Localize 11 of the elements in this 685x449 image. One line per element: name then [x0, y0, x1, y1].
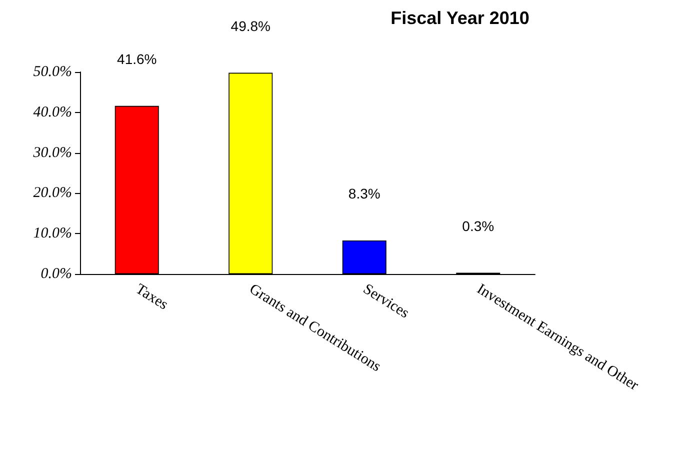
- data-label: 41.6%: [117, 50, 157, 67]
- data-label: 8.3%: [348, 185, 380, 202]
- y-tick-label: 40.0%: [33, 104, 72, 120]
- y-tick-label: 30.0%: [32, 144, 72, 161]
- y-tick-label: 0.0%: [40, 266, 72, 282]
- chart-title: Fiscal Year 2010: [390, 8, 530, 28]
- y-tick-label: 50.0%: [33, 64, 72, 80]
- data-label: 0.3%: [462, 218, 494, 234]
- y-tick-label: 10.0%: [33, 226, 72, 242]
- y-tick-label: 20.0%: [33, 185, 72, 202]
- data-label: 49.8%: [230, 18, 270, 34]
